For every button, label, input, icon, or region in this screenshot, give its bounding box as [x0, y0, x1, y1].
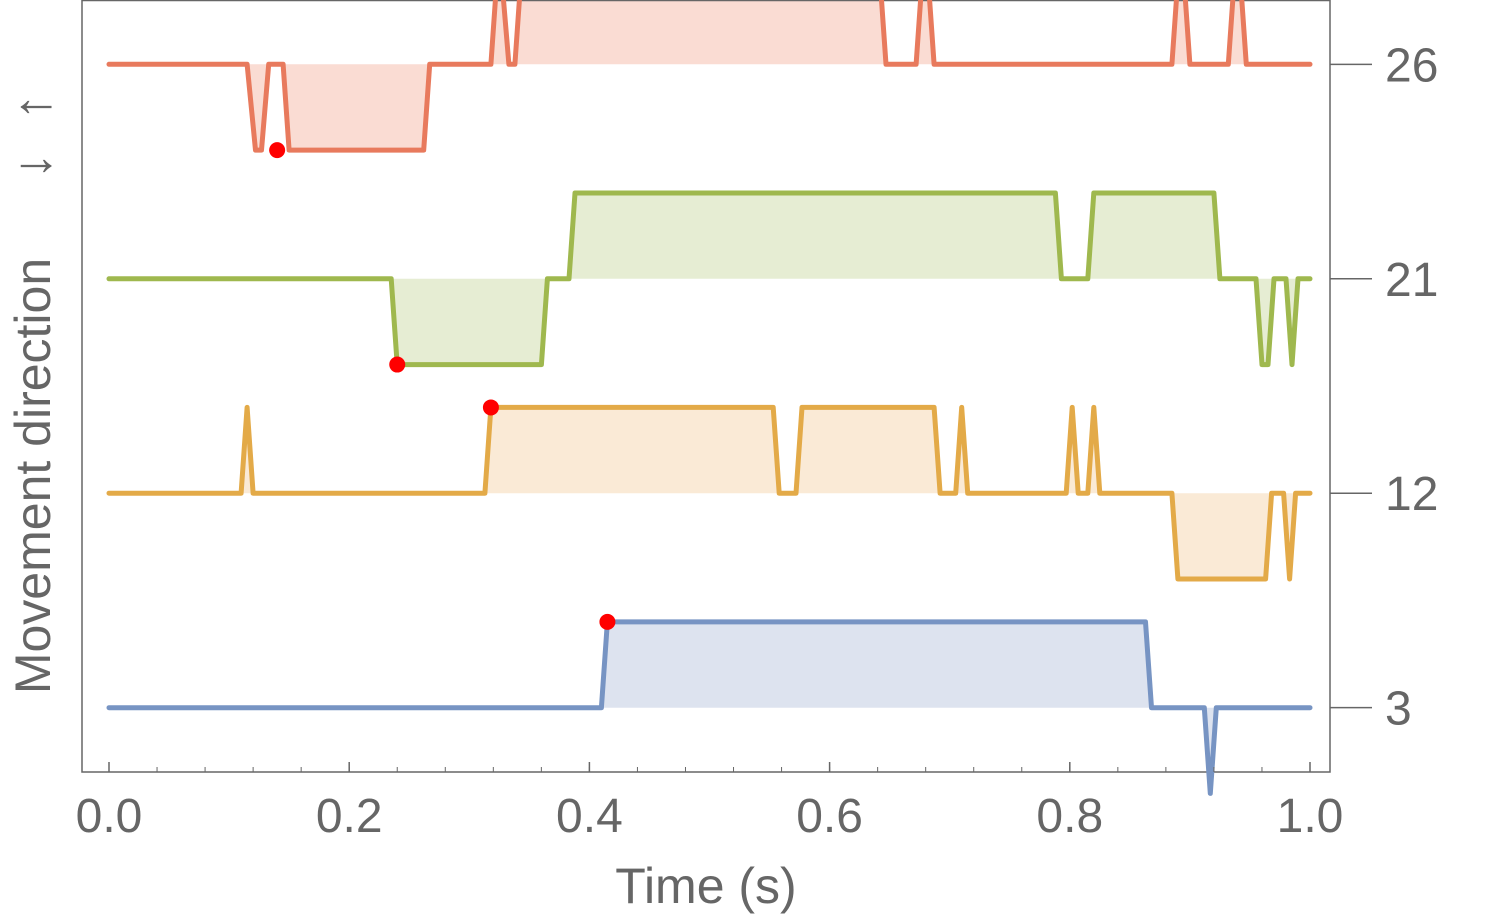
onset-marker-26 — [269, 142, 286, 159]
x-tick-label: 0.8 — [1036, 790, 1103, 843]
x-axis-title: Time (s) — [615, 858, 796, 914]
series-lines — [106, 0, 1313, 796]
series-label-21: 21 — [1385, 254, 1438, 307]
series-fills — [109, 0, 1310, 794]
series-fill-12 — [109, 407, 1310, 579]
x-tick-label: 0.0 — [76, 790, 143, 843]
up-arrow-icon: ↑ — [4, 94, 62, 120]
series-fill-26 — [109, 0, 1310, 151]
series-label-12: 12 — [1385, 468, 1438, 521]
x-axis-ticks: 0.0 0.2 0.4 0.6 0.8 1.0 — [76, 762, 1344, 843]
down-arrow-icon: ↓ — [4, 153, 62, 179]
plot-frame — [81, 0, 1331, 773]
series-line-3 — [106, 619, 1313, 796]
series-label-3: 3 — [1385, 683, 1412, 736]
series-line-12 — [106, 404, 1313, 582]
series-label-26: 26 — [1385, 39, 1438, 92]
x-tick-label: 0.4 — [556, 790, 623, 843]
x-tick-label: 1.0 — [1277, 790, 1344, 843]
series-line-21 — [106, 190, 1313, 368]
series-line-26 — [106, 0, 1313, 153]
onset-marker-3 — [599, 613, 616, 630]
onset-marker-21 — [389, 356, 406, 373]
series-fill-3 — [109, 621, 1310, 794]
y-axis-title: Movement direction — [5, 258, 61, 694]
x-tick-label: 0.6 — [796, 790, 863, 843]
x-tick-label: 0.2 — [316, 790, 383, 843]
onset-markers — [269, 142, 616, 630]
series-fill-21 — [109, 193, 1310, 365]
onset-marker-12 — [482, 399, 499, 416]
plot-frame-border — [81, 0, 1331, 773]
series-labels: 26 21 12 3 — [1330, 39, 1438, 736]
